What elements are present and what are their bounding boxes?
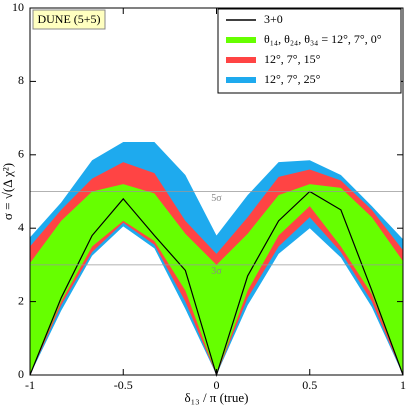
annotation-box <box>32 9 106 30</box>
reference-label: 3σ <box>211 266 222 277</box>
annotation: DUNE (5+5) <box>37 12 100 26</box>
y-tick-label: 4 <box>18 220 24 234</box>
x-tick-label: -0.5 <box>114 378 133 392</box>
legend-swatch <box>226 37 256 43</box>
legend-swatch <box>226 57 256 63</box>
legend-label: θ₁₄, θ₂₄, θ₃₄ = 12°, 7°, 0° <box>264 32 382 46</box>
x-tick-label: 1 <box>400 378 406 392</box>
x-tick-label: -1 <box>25 378 35 392</box>
y-tick-label: 8 <box>18 73 24 87</box>
y-axis-title: σ = √(Δ χ²) <box>0 163 15 220</box>
legend-label: 12°, 7°, 25° <box>264 72 321 86</box>
y-tick-label: 6 <box>18 147 24 161</box>
band <box>30 184 403 375</box>
legend-label: 3+0 <box>264 12 283 26</box>
x-axis-title: δ₁₃ / π (true) <box>185 390 249 405</box>
y-tick-label: 10 <box>12 0 24 14</box>
legend-swatch <box>226 77 256 83</box>
x-tick-label: 0 <box>214 378 220 392</box>
reference-label: 5σ <box>211 193 222 204</box>
x-tick-label: 0.5 <box>302 378 317 392</box>
legend-label: 12°, 7°, 15° <box>264 52 321 66</box>
y-tick-label: 0 <box>18 367 24 381</box>
y-tick-label: 2 <box>18 293 24 307</box>
